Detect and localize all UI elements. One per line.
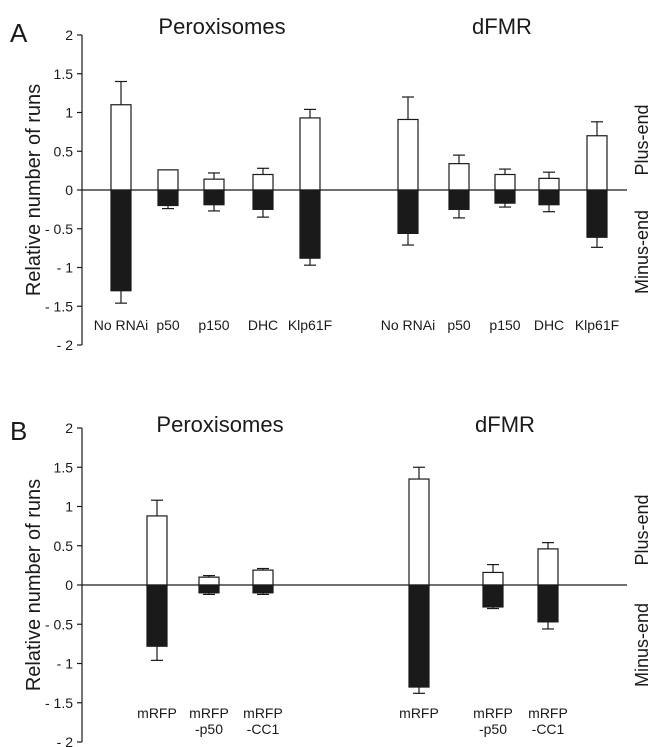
minus-end-bar <box>157 189 179 207</box>
category-label: mRFP <box>473 705 513 721</box>
y-tick-label: - 1.5 <box>45 298 73 314</box>
group-title: Peroxisomes <box>156 412 283 437</box>
minus-end-label: Minus-end <box>632 210 652 294</box>
category-label: No RNAi <box>381 317 435 333</box>
category-label: p50 <box>447 317 471 333</box>
category-label: -p50 <box>479 721 507 737</box>
minus-end-bar <box>482 584 504 608</box>
minus-end-bar <box>537 584 559 623</box>
y-tick-label: 0 <box>65 577 73 593</box>
plus-end-bar <box>146 515 168 586</box>
plus-end-bar <box>408 478 430 586</box>
group-title: Peroxisomes <box>158 14 285 39</box>
group-title: dFMR <box>472 14 532 39</box>
category-label: DHC <box>248 317 278 333</box>
y-tick-label: - 1.5 <box>45 695 73 711</box>
plus-end-bar <box>397 118 419 191</box>
plus-end-bar <box>482 571 504 586</box>
y-tick-label: - 0.5 <box>45 616 73 632</box>
category-label: Klp61F <box>288 317 332 333</box>
minus-end-bar <box>448 189 470 210</box>
plus-end-bar <box>252 569 274 586</box>
plus-end-bar <box>448 163 470 191</box>
category-label: mRFP <box>399 705 439 721</box>
y-tick-label: - 2 <box>57 734 74 747</box>
plus-end-bar <box>198 576 220 586</box>
plus-end-bar <box>203 178 225 191</box>
y-tick-label: 1.5 <box>54 459 74 475</box>
minus-end-bar <box>252 584 274 594</box>
y-tick-label: 0.5 <box>54 143 74 159</box>
minus-end-bar <box>146 584 168 647</box>
category-label: No RNAi <box>94 317 148 333</box>
minus-end-bar <box>110 189 132 292</box>
plus-end-bar <box>252 173 274 191</box>
category-label: p150 <box>489 317 520 333</box>
category-label: mRFP <box>137 705 177 721</box>
minus-end-bar <box>252 189 274 210</box>
category-label: DHC <box>534 317 564 333</box>
y-tick-label: 0.5 <box>54 538 74 554</box>
minus-end-bar <box>397 189 419 235</box>
minus-end-bar <box>586 189 608 238</box>
category-label: Klp61F <box>575 317 619 333</box>
panel-letter: B <box>10 416 27 446</box>
minus-end-bar <box>198 584 220 594</box>
plus-end-bar <box>157 169 179 191</box>
plus-end-label: Plus-end <box>632 494 652 565</box>
category-label: mRFP <box>243 705 283 721</box>
plus-end-bar <box>494 173 516 191</box>
y-tick-label: - 1 <box>57 260 74 276</box>
panel-b: B 2 1.5 1 0.5 0 - 0.5 - 1 - 1.5 - 2 Relative numbe… <box>10 412 652 747</box>
y-tick-label: - 1 <box>57 656 74 672</box>
panel-letter: A <box>10 18 28 48</box>
plus-end-bar <box>299 117 321 191</box>
category-label: -p50 <box>195 721 223 737</box>
minus-end-bar <box>538 189 560 206</box>
y-tick-label: - 0.5 <box>45 221 73 237</box>
category-label: -CC1 <box>247 721 280 737</box>
y-tick-label: - 2 <box>57 337 74 353</box>
category-label: -CC1 <box>532 721 565 737</box>
plus-end-bar <box>538 177 560 191</box>
y-tick-label: 1.5 <box>54 66 74 82</box>
category-label: mRFP <box>528 705 568 721</box>
y-tick-label: 2 <box>65 27 73 43</box>
plus-end-bar <box>110 104 132 191</box>
y-axis-label: Relative number of runs <box>23 479 45 691</box>
y-tick-label: 1 <box>65 105 73 121</box>
panel-a: A 2 1.5 1 0.5 0 - 0.5 - 1 - 1.5 - 2 Relative numbe… <box>10 14 652 353</box>
y-axis-label: Relative number of runs <box>23 84 45 296</box>
y-tick-label: 0 <box>65 182 73 198</box>
y-tick-label: 2 <box>65 420 73 436</box>
minus-end-bar <box>494 189 516 204</box>
minus-end-bar <box>408 584 430 688</box>
plus-end-bar <box>537 548 559 586</box>
plus-end-label: Plus-end <box>632 104 652 175</box>
group-title: dFMR <box>475 412 535 437</box>
y-tick-label: 1 <box>65 499 73 515</box>
plus-end-bar <box>586 135 608 191</box>
minus-end-bar <box>299 189 321 259</box>
minus-end-label: Minus-end <box>632 603 652 687</box>
category-label: p50 <box>156 317 180 333</box>
minus-end-bar <box>203 189 225 206</box>
category-label: mRFP <box>189 705 229 721</box>
category-label: p150 <box>198 317 229 333</box>
